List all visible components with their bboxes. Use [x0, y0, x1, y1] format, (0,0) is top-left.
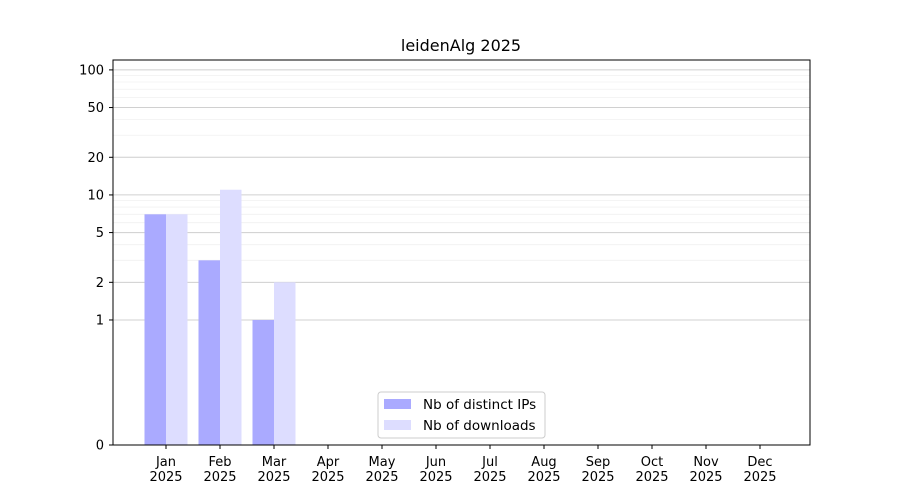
legend-label-ips: Nb of distinct IPs: [423, 397, 536, 413]
y-tick-label: 1: [96, 313, 104, 328]
bars: [144, 189, 296, 445]
y-axis: 0 1 2 5 10 20 50 100: [79, 63, 113, 454]
bar-ips: [198, 260, 220, 445]
y-tick-label: 20: [87, 151, 104, 166]
x-tick-label: May 2025: [365, 455, 398, 485]
x-tick-label: Dec 2025: [743, 455, 776, 485]
y-tick-label: 10: [87, 188, 104, 203]
y-tick-label: 5: [96, 226, 104, 241]
legend-swatch-downloads: [384, 420, 411, 430]
x-tick-label: Aug 2025: [527, 455, 560, 485]
x-tick-label: Sep 2025: [581, 455, 614, 485]
bar-downloads: [166, 214, 188, 445]
plot-frame: [112, 59, 811, 446]
x-tick-label: Jan 2025: [149, 455, 182, 485]
x-tick-label: Nov 2025: [689, 455, 722, 485]
bar-ips: [144, 214, 166, 445]
x-tick-label: Jul 2025: [473, 455, 506, 485]
y-tick-label: 100: [79, 63, 104, 78]
x-tick-label: Feb 2025: [203, 455, 236, 485]
y-tick-label: 2: [96, 276, 104, 291]
bar-ips: [252, 319, 274, 445]
bar-downloads: [220, 189, 242, 445]
y-tick-label: 0: [96, 439, 104, 454]
x-tick-label: Mar 2025: [257, 455, 290, 485]
x-tick-label: Apr 2025: [311, 455, 344, 485]
legend-swatch-ips: [384, 399, 411, 409]
legend: Nb of distinct IPs Nb of downloads: [377, 391, 546, 439]
legend-label-downloads: Nb of downloads: [423, 418, 536, 434]
x-axis: Jan 2025 Feb 2025 Mar 2025 Apr 2025 May 2025 Jun 20…: [149, 445, 777, 485]
x-tick-label: Oct 2025: [635, 455, 668, 485]
y-tick-label: 50: [87, 101, 104, 116]
x-tick-label: Jun 2025: [419, 455, 452, 485]
chart-title: leidenAlg 2025: [401, 36, 521, 55]
legend-box: [377, 391, 546, 439]
bar-downloads: [274, 282, 296, 445]
